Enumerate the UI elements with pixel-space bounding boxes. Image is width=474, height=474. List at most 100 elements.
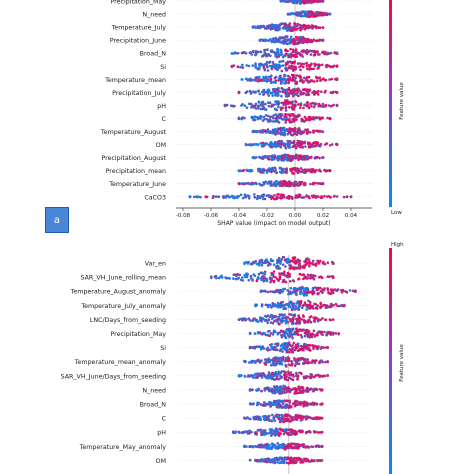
shap-point: [301, 168, 305, 172]
shap-point: [298, 262, 301, 265]
shap-point: [276, 88, 280, 92]
shap-point: [329, 333, 333, 336]
shap-point: [317, 417, 321, 421]
shap-point: [326, 373, 330, 377]
shap-point: [315, 63, 319, 66]
shap-point: [297, 158, 300, 161]
shap-point: [292, 62, 296, 65]
shap-point: [334, 332, 338, 335]
shap-point: [279, 145, 283, 149]
shap-point: [277, 415, 280, 419]
shap-point: [251, 262, 254, 266]
shap-point: [335, 195, 339, 198]
shap-point: [308, 64, 312, 68]
shap-point: [331, 318, 335, 321]
shap-point: [253, 193, 256, 196]
shap-point: [255, 115, 259, 119]
shap-point: [296, 184, 300, 187]
shap-point: [279, 108, 283, 111]
shap-point: [249, 77, 252, 81]
shap-point: [287, 102, 290, 105]
shap-point: [241, 116, 245, 119]
shap-point: [278, 362, 282, 366]
shap-point: [316, 144, 320, 147]
shap-point: [311, 401, 314, 405]
shap-point: [308, 130, 312, 134]
shap-summary-plot-b: Var_enSAR_VH_June_rolling_meanTemperatur…: [61, 242, 405, 474]
shap-point: [297, 266, 300, 269]
shap-point: [319, 330, 323, 334]
shap-point: [276, 196, 279, 200]
shap-point: [312, 67, 316, 71]
shap-point: [256, 130, 260, 133]
shap-point: [288, 457, 292, 461]
shap-point: [266, 101, 270, 104]
shap-point: [276, 119, 279, 123]
shap-point: [264, 75, 268, 79]
shap-point: [289, 286, 293, 290]
shap-point: [270, 131, 274, 134]
shap-point: [249, 319, 252, 322]
shap-point: [309, 315, 313, 318]
shap-point: [264, 429, 267, 432]
x-tick-label: 0.00: [289, 213, 302, 219]
shap-point: [269, 77, 273, 81]
shap-point: [312, 131, 315, 134]
shap-point: [294, 446, 298, 450]
shap-point: [321, 26, 325, 29]
shap-point: [297, 94, 300, 98]
shap-point: [326, 261, 330, 265]
shap-point: [283, 78, 286, 82]
shap-point: [268, 428, 272, 431]
shap-point: [292, 442, 296, 446]
shap-point: [299, 68, 302, 72]
shap-point: [245, 168, 248, 172]
shap-point: [281, 59, 285, 63]
shap-point: [306, 358, 310, 361]
shap-point: [239, 374, 242, 378]
shap-point: [309, 170, 312, 173]
shap-point: [260, 78, 263, 81]
shap-point: [328, 64, 331, 68]
shap-point: [290, 169, 293, 173]
shap-point: [282, 128, 286, 132]
shap-point: [291, 322, 294, 325]
shap-point: [289, 101, 292, 105]
shap-point: [248, 346, 252, 350]
shap-point: [277, 256, 281, 260]
shap-point: [281, 168, 285, 171]
shap-point: [292, 182, 295, 185]
shap-point: [292, 53, 296, 57]
shap-point: [291, 171, 294, 175]
shap-point: [265, 65, 269, 68]
shap-point: [262, 401, 266, 404]
shap-point: [224, 196, 228, 199]
shap-point: [258, 65, 262, 68]
shap-point: [280, 457, 283, 460]
shap-point: [236, 51, 240, 55]
shap-point: [290, 78, 293, 82]
shap-point: [254, 91, 257, 94]
shap-point: [310, 459, 314, 463]
shap-point: [307, 24, 310, 28]
shap-point: [305, 64, 309, 68]
shap-point: [296, 400, 299, 403]
shap-point: [285, 261, 289, 264]
shap-point: [262, 168, 266, 172]
shap-point: [264, 108, 267, 112]
shap-point: [251, 278, 254, 281]
colorbar-high-label: High: [391, 242, 404, 248]
shap-point: [299, 344, 303, 348]
shap-point: [283, 347, 286, 351]
shap-point: [267, 119, 271, 122]
shap-point: [271, 91, 274, 95]
shap-point: [307, 330, 311, 333]
shap-point: [232, 277, 235, 280]
shap-point: [262, 75, 265, 79]
shap-point: [284, 363, 287, 367]
shap-point: [298, 387, 302, 391]
shap-point: [300, 12, 303, 15]
shap-point: [315, 169, 318, 172]
shap-point: [335, 103, 339, 107]
shap-point: [258, 168, 261, 171]
